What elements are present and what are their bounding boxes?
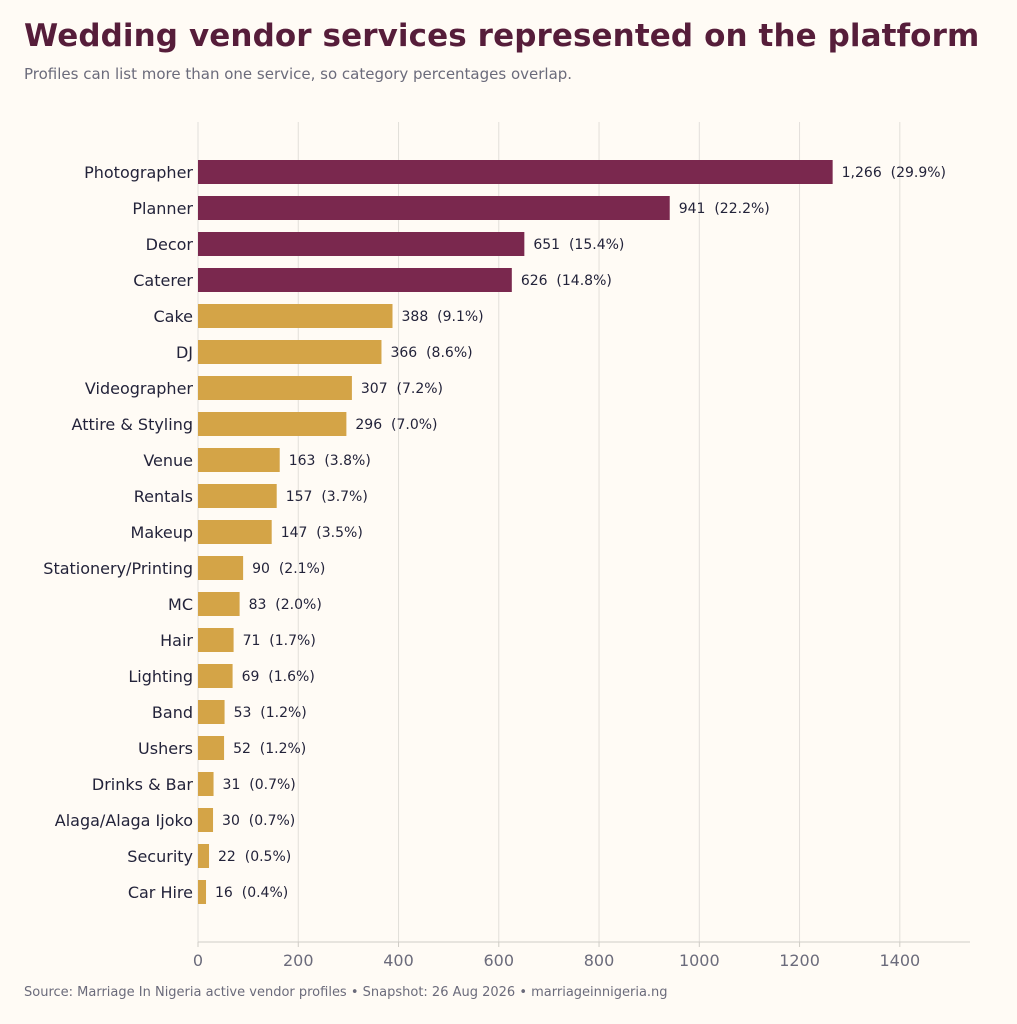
value-label: 307 (7.2%) — [361, 381, 443, 397]
x-tick-label: 200 — [283, 951, 314, 970]
bar — [198, 160, 833, 184]
category-label: Security — [127, 847, 193, 866]
source-note: Source: Marriage In Nigeria active vendo… — [24, 985, 668, 1000]
category-label: Drinks & Bar — [92, 775, 194, 794]
bar — [198, 484, 277, 508]
bar — [198, 808, 214, 832]
category-label: Car Hire — [128, 883, 193, 902]
category-label: Decor — [146, 235, 194, 254]
bar — [198, 736, 225, 760]
bar — [198, 376, 352, 400]
value-label: 163 (3.8%) — [289, 453, 371, 469]
bar — [198, 448, 280, 472]
x-tick-label: 0 — [193, 951, 203, 970]
x-tick-label: 400 — [383, 951, 414, 970]
bar — [198, 232, 525, 256]
value-label: 16 (0.4%) — [215, 885, 288, 901]
category-label: Attire & Styling — [72, 415, 193, 434]
category-label: Venue — [143, 451, 193, 470]
chart-title: Wedding vendor services represented on t… — [24, 18, 980, 54]
bar — [198, 196, 670, 220]
value-label: 296 (7.0%) — [355, 417, 437, 433]
bar — [198, 592, 240, 616]
category-label: Alaga/Alaga Ijoko — [55, 811, 193, 830]
bar — [198, 772, 214, 796]
category-label: Ushers — [138, 739, 193, 758]
bar — [198, 520, 272, 544]
x-tick-label: 800 — [584, 951, 615, 970]
value-label: 147 (3.5%) — [281, 525, 363, 541]
category-label: Stationery/Printing — [43, 559, 193, 578]
bar — [198, 340, 382, 364]
value-label: 651 (15.4%) — [533, 237, 624, 253]
category-label: Photographer — [84, 163, 193, 182]
value-label: 52 (1.2%) — [233, 741, 306, 757]
value-label: 31 (0.7%) — [223, 777, 296, 793]
bar — [198, 844, 210, 868]
value-label: 626 (14.8%) — [521, 273, 612, 289]
category-label: Lighting — [128, 667, 193, 686]
bar — [198, 664, 233, 688]
category-label: MC — [168, 595, 193, 614]
value-label: 157 (3.7%) — [286, 489, 368, 505]
category-label: Cake — [153, 307, 193, 326]
category-label: Caterer — [133, 271, 193, 290]
bar — [198, 628, 234, 652]
value-label: 22 (0.5%) — [218, 849, 291, 865]
value-label: 90 (2.1%) — [252, 561, 325, 577]
value-label: 83 (2.0%) — [249, 597, 322, 613]
bar — [198, 304, 393, 328]
x-tick-label: 600 — [484, 951, 515, 970]
value-label: 53 (1.2%) — [234, 705, 307, 721]
value-label: 366 (8.6%) — [390, 345, 472, 361]
value-label: 71 (1.7%) — [243, 633, 316, 649]
bar — [198, 700, 225, 724]
category-label: Videographer — [85, 379, 194, 398]
value-label: 69 (1.6%) — [242, 669, 315, 685]
value-label: 388 (9.1%) — [402, 309, 484, 325]
category-label: Makeup — [131, 523, 193, 542]
category-label: Band — [152, 703, 193, 722]
x-tick-label: 1000 — [679, 951, 720, 970]
bar — [198, 556, 244, 580]
value-label: 1,266 (29.9%) — [842, 165, 946, 181]
chart-subtitle: Profiles can list more than one service,… — [24, 65, 573, 83]
x-tick-label: 1400 — [879, 951, 920, 970]
bars — [198, 160, 833, 904]
bar — [198, 412, 347, 436]
bar — [198, 880, 207, 904]
category-label: Rentals — [134, 487, 193, 506]
category-label: Hair — [160, 631, 193, 650]
category-labels: Photographer Planner Decor Caterer Cake DJ Vid… — [43, 163, 193, 902]
x-axis: 0 200 400 600 800 1000 1200 1400 — [193, 941, 970, 970]
value-label: 941 (22.2%) — [679, 201, 770, 217]
value-labels: 1,266 (29.9%) 941 (22.2%) 651 (15.4%) 626 (… — [215, 165, 946, 901]
x-tick-label: 1200 — [779, 951, 820, 970]
category-label: Planner — [132, 199, 193, 218]
category-label: DJ — [176, 343, 193, 362]
bar — [198, 268, 512, 292]
value-label: 30 (0.7%) — [222, 813, 295, 829]
